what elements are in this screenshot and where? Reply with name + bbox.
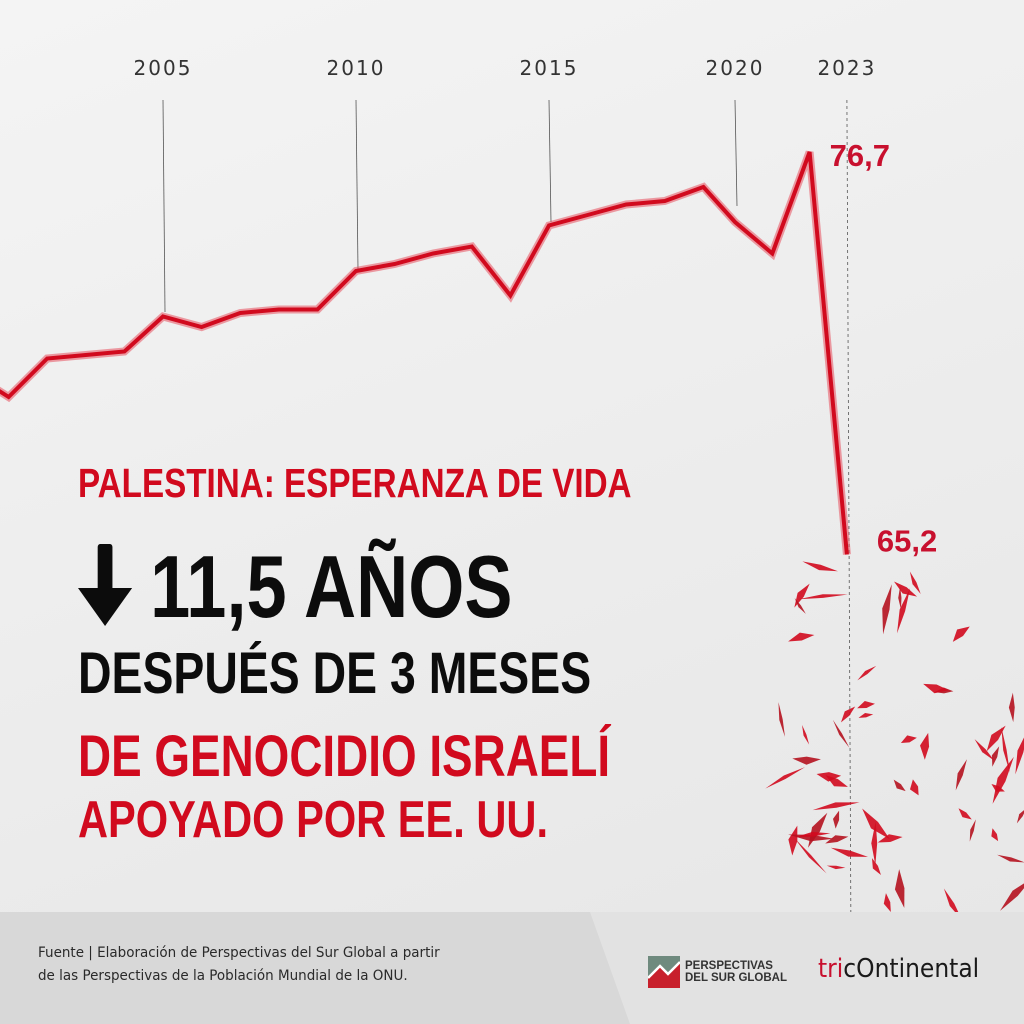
debris-shard [765, 767, 806, 789]
logo2-o-mark: O [856, 954, 875, 984]
source-line-1: Fuente | Elaboración de Perspectivas del… [38, 945, 440, 961]
debris-shard [862, 808, 890, 840]
debris-shard [969, 819, 976, 842]
debris-shard [1016, 810, 1024, 824]
debris-shard [991, 746, 1000, 767]
logo1-line-1: PERSPECTIVAS [685, 960, 773, 972]
debris-shard [893, 581, 918, 597]
source-note: Fuente | Elaboración de Perspectivas del… [38, 942, 440, 988]
debris-shard [778, 702, 785, 737]
debris-shard [802, 724, 810, 745]
data-label: 65,2 [877, 524, 937, 559]
debris-shard [1001, 726, 1010, 773]
tricontinental-logo: tricOntinental [818, 954, 979, 984]
debris-shard [802, 561, 838, 572]
headline-decline-value: 11,5 AÑOS [150, 537, 513, 636]
logo2-c-mark: c [843, 954, 857, 984]
x-tick-label: 2010 [327, 56, 386, 80]
debris-shard [893, 779, 906, 792]
headline-title: PALESTINA: ESPERANZA DE VIDA [78, 460, 632, 506]
down-arrow-icon [78, 544, 133, 647]
gridline-2010 [355, 99, 359, 271]
debris-shard [792, 756, 821, 765]
debris-shard [858, 713, 874, 718]
debris-shard [808, 812, 828, 848]
debris-shard [958, 808, 972, 820]
logo1-line-2: DEL SUR GLOBAL [685, 972, 788, 984]
perspectivas-chart-icon [648, 956, 680, 988]
debris-shard [991, 783, 1005, 792]
debris-shard [900, 735, 917, 743]
debris-shard [798, 594, 848, 600]
headline-line-5: APOYADO POR EE. UU. [78, 791, 549, 849]
debris-shard [923, 683, 949, 694]
perspectivas-logo: PERSPECTIVAS DEL SUR GLOBAL [648, 956, 787, 988]
debris-shard [992, 756, 1014, 804]
logo2-prefix: tri [818, 954, 844, 984]
x-tick-label: 2015 [520, 56, 579, 80]
data-label: 76,7 [830, 138, 890, 173]
debris-shard [897, 588, 911, 634]
gridline-2015 [548, 99, 552, 223]
debris-shard [1015, 737, 1024, 775]
headline-line-3: DESPUÉS DE 3 MESES [78, 641, 592, 706]
debris-shard [952, 626, 970, 642]
debris-shard [826, 865, 846, 870]
line-series [0, 151, 849, 555]
x-tick-label: 2023 [817, 56, 876, 80]
debris-shard [883, 893, 891, 913]
debris-shard [997, 854, 1024, 863]
debris-shard [877, 834, 903, 843]
debris-shard [857, 701, 875, 709]
debris-shard [794, 838, 827, 874]
logo2-rest: ntinental [874, 954, 980, 984]
x-tick-label: 2005 [134, 56, 193, 80]
debris-shard [955, 759, 967, 791]
debris-shard [833, 810, 840, 829]
debris-shard [840, 706, 856, 723]
source-line-2: de las Perspectivas de la Población Mund… [38, 968, 408, 984]
debris-shard [991, 828, 999, 842]
debris-shard [812, 802, 860, 811]
debris-shard [794, 597, 806, 614]
debris-shard [830, 847, 869, 857]
debris-shard [795, 831, 831, 838]
headline-figure: 11,5 AÑOS [78, 536, 512, 647]
debris-shard [794, 583, 810, 608]
debris-shard [1000, 883, 1024, 911]
gridline-2020 [734, 99, 738, 207]
debris-shard [816, 772, 842, 782]
debris-shard [898, 586, 902, 610]
headline-line-4: DE GENOCIDIO ISRAELÍ [78, 724, 611, 789]
debris-shard [1008, 692, 1015, 723]
debris-shard [871, 821, 878, 865]
debris-shard [920, 732, 930, 760]
debris-shard [986, 725, 1006, 752]
x-tick-label: 2020 [706, 56, 765, 80]
gridline-2005 [162, 99, 166, 313]
footer: Fuente | Elaboración de Perspectivas del… [0, 912, 1024, 1024]
debris-shard [788, 825, 798, 856]
debris-shard [825, 835, 849, 844]
debris-shard [882, 584, 892, 635]
debris-shard [894, 869, 905, 908]
debris-shard [871, 858, 881, 876]
debris-shard [832, 719, 850, 748]
debris-shard [909, 571, 921, 595]
debris-shard [857, 665, 877, 681]
gridline-2023 [846, 99, 852, 926]
debris-shard [788, 632, 815, 642]
debris-shard [974, 739, 995, 761]
debris-shard [909, 779, 919, 796]
